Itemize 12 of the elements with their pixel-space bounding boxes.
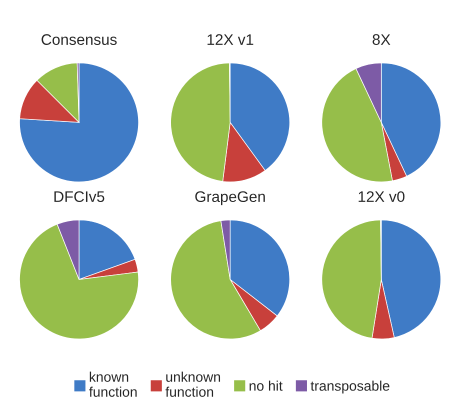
pie-slice <box>19 62 139 182</box>
legend-label: unknown function <box>166 372 220 397</box>
legend-label: no hit <box>250 380 283 391</box>
legend-label: known function <box>89 372 137 397</box>
pie-slice <box>19 224 139 340</box>
chart-title: 12X v0 <box>358 191 404 202</box>
chart-title: 8X <box>372 34 390 45</box>
legend-label: transposable <box>310 380 390 394</box>
chart-title: Consensus <box>42 34 117 45</box>
chart-title: DFCIv5 <box>54 191 104 202</box>
chart-title: GrapeGen <box>195 191 265 206</box>
chart-title: 12X v1 <box>208 34 254 45</box>
